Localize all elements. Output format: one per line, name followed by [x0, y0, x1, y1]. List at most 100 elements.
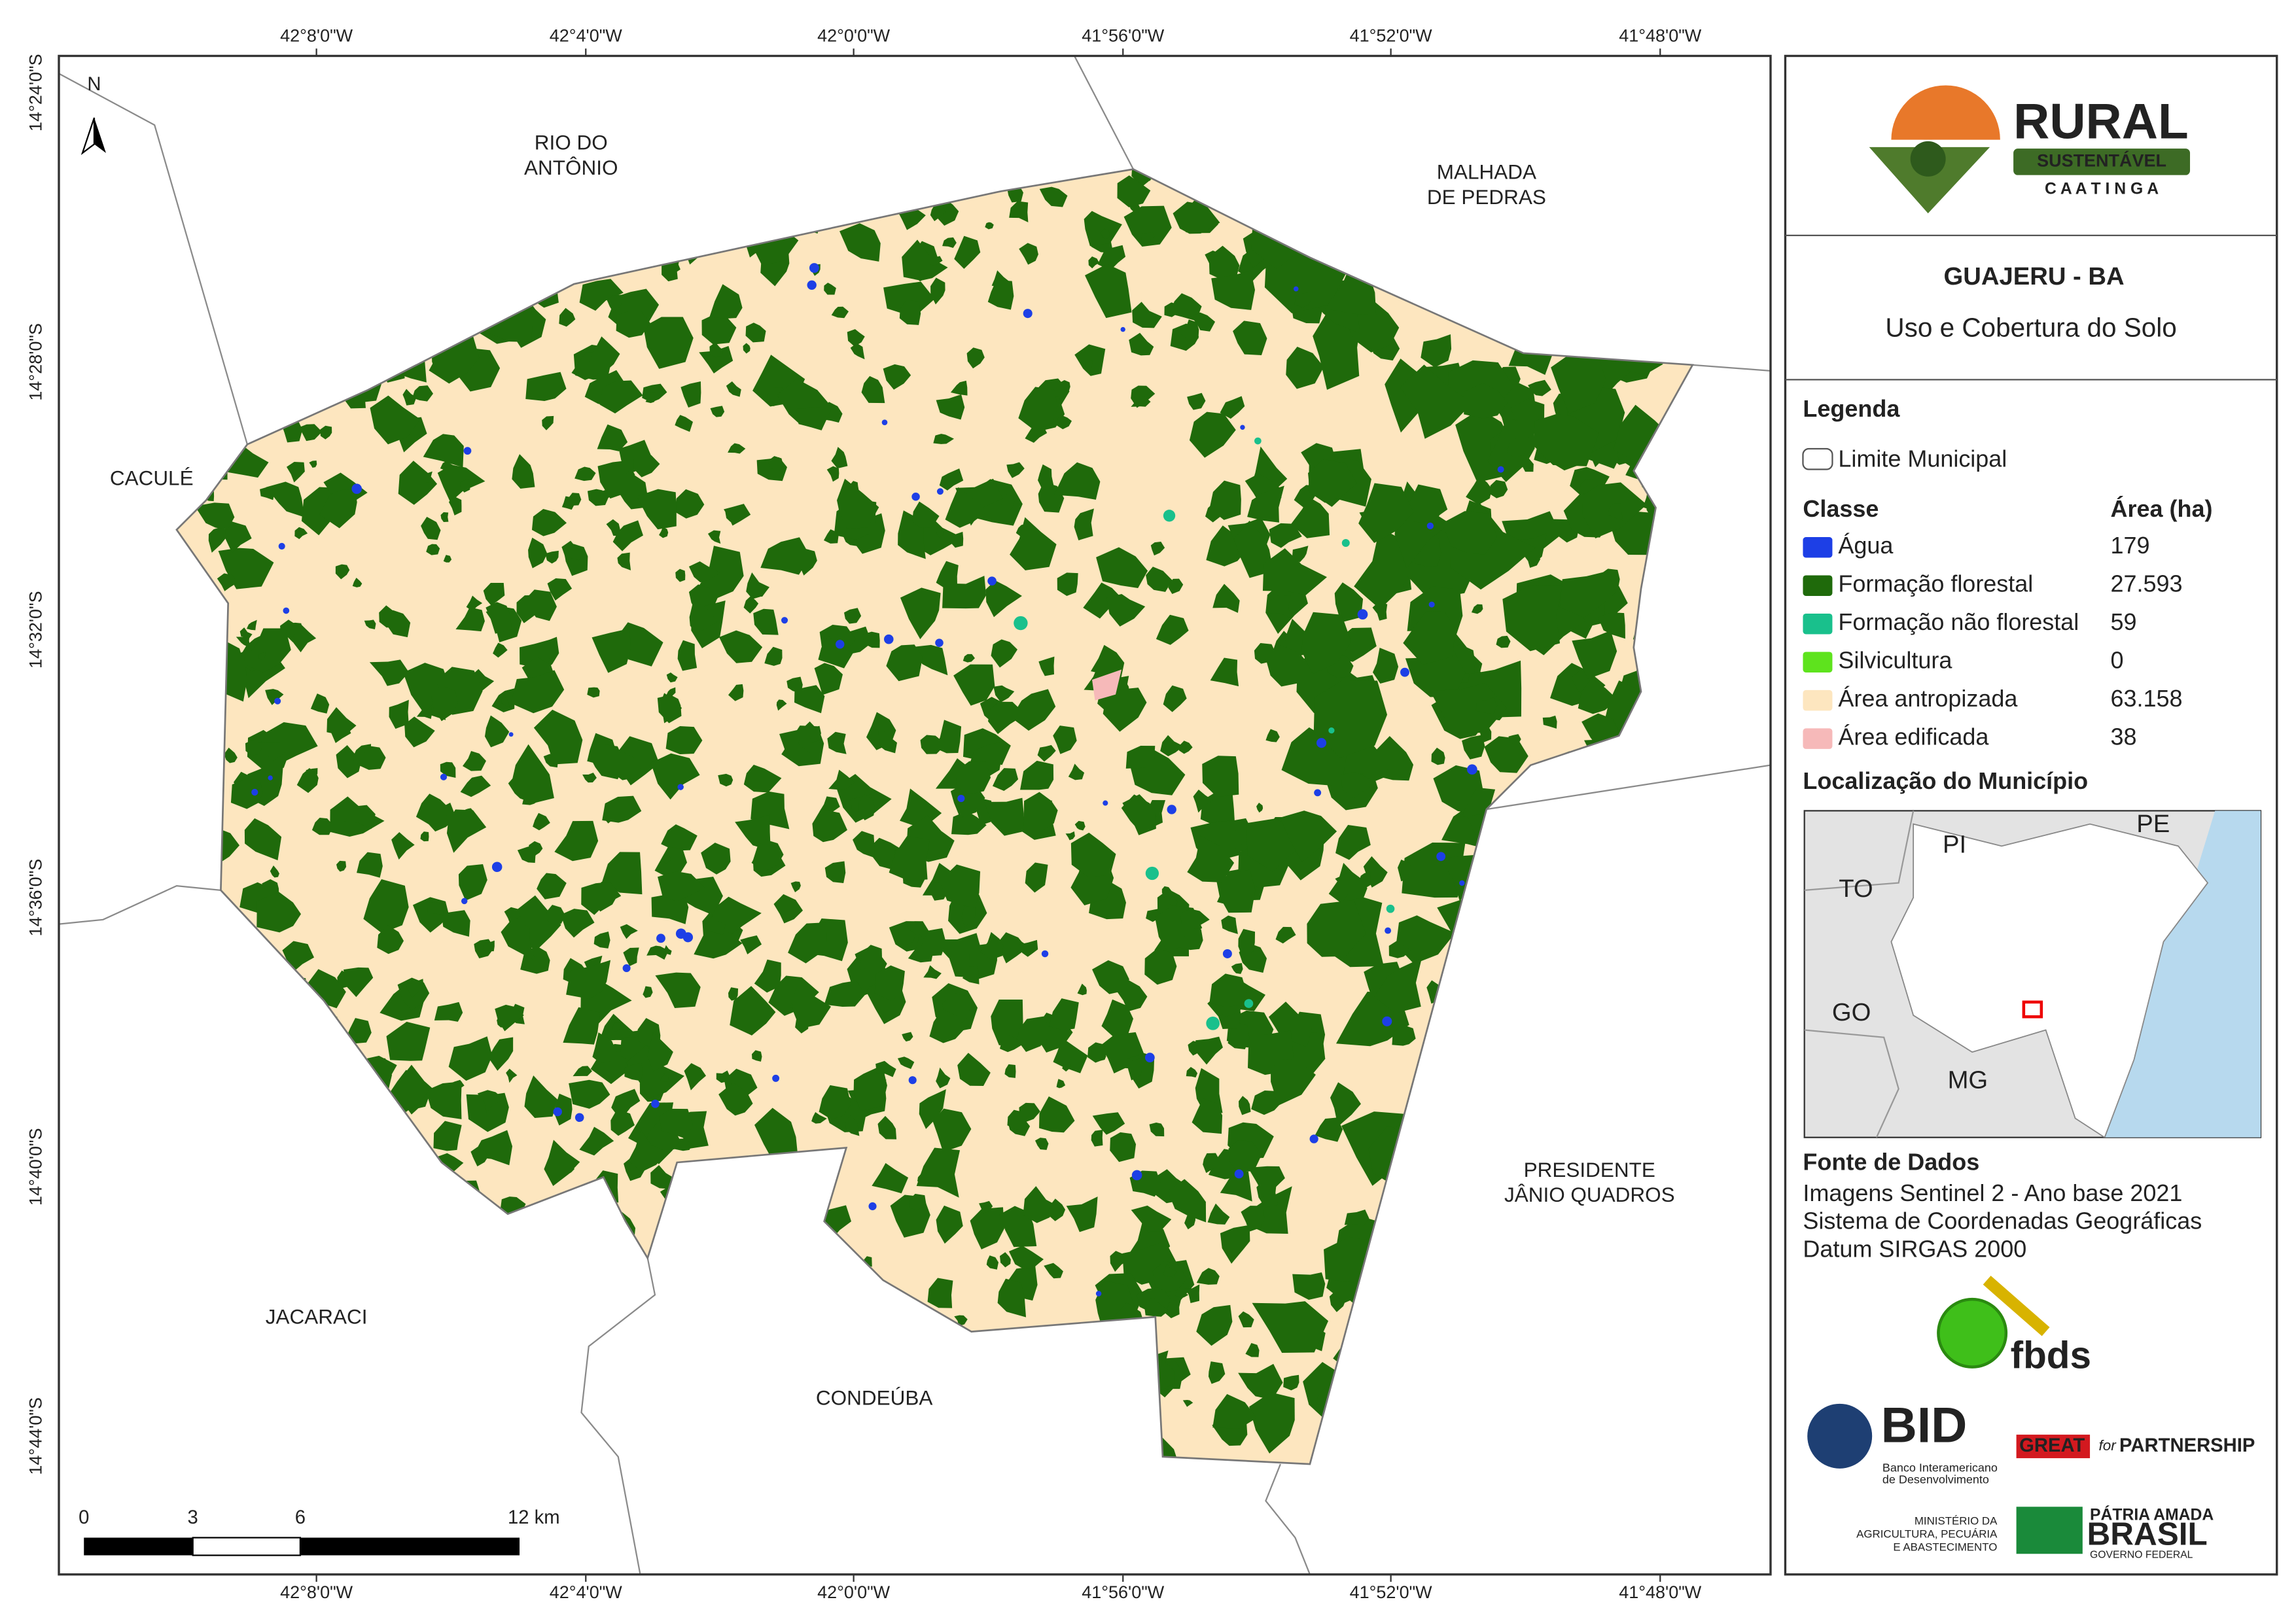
forest-patch	[659, 527, 669, 538]
forest-patch	[462, 751, 486, 771]
forest-patch	[327, 707, 357, 735]
forest-patch	[1239, 1096, 1251, 1115]
forest-patch	[1167, 1179, 1207, 1223]
forest-patch	[1149, 1123, 1165, 1137]
forest-patch	[936, 394, 965, 420]
forest-patch	[945, 487, 988, 528]
logo-tree	[1910, 141, 1946, 177]
water-body	[1436, 852, 1446, 862]
forest-patch	[930, 277, 945, 305]
forest-patch	[872, 1162, 909, 1194]
forest-patch	[1421, 334, 1452, 368]
forest-patch	[1173, 201, 1220, 234]
forest-patch	[936, 1067, 951, 1089]
forest-patch	[824, 283, 836, 295]
scale-segment	[300, 1537, 520, 1556]
forest-patch	[730, 986, 776, 1036]
forest-patch	[363, 879, 409, 934]
water-body	[781, 617, 788, 624]
forest-patch	[448, 1036, 493, 1081]
water-body	[868, 1202, 877, 1211]
forest-patch	[1039, 1096, 1075, 1133]
forest-patch	[1275, 926, 1296, 944]
forest-patch	[1268, 1002, 1313, 1047]
forest-patch	[224, 747, 238, 763]
forest-patch	[260, 487, 275, 500]
forest-patch	[1202, 756, 1239, 797]
forest-patch	[1466, 476, 1492, 505]
arrow-left	[80, 117, 96, 155]
forest-patch	[1262, 548, 1328, 595]
forest-patch	[1180, 319, 1199, 340]
forest-patch	[796, 406, 826, 427]
water-body	[1167, 805, 1176, 814]
water-body	[881, 419, 888, 425]
forest-patch	[1249, 1392, 1295, 1454]
forest-patch	[628, 1130, 668, 1172]
forest-patch	[1265, 729, 1280, 742]
legend-class: Formação não florestal	[1838, 608, 2079, 635]
forest-patch	[1053, 725, 1077, 754]
forest-patch	[1023, 792, 1058, 833]
water-body	[1293, 286, 1299, 292]
neighbor-name: MALHADA	[1437, 160, 1536, 184]
forest-patch	[293, 623, 317, 653]
forest-patch	[1301, 612, 1352, 674]
forest-patch	[488, 1037, 514, 1071]
scale-label: 3	[188, 1507, 198, 1528]
forest-patch	[320, 425, 332, 440]
forest-patch	[699, 345, 733, 374]
ministry-line: AGRICULTURA, PECUÁRIA	[1856, 1527, 1998, 1540]
state-bahia	[1890, 823, 2209, 1138]
forest-patch	[364, 620, 376, 630]
forest-patch	[1168, 578, 1184, 595]
forest-patch	[1131, 1205, 1172, 1232]
forest-patch	[415, 794, 450, 825]
forest-patch	[460, 775, 491, 797]
forest-patch	[1141, 232, 1155, 244]
forest-patch	[889, 835, 930, 881]
nonforest-patch	[1163, 510, 1176, 522]
forest-patch	[1091, 1130, 1103, 1147]
forest-patch	[1092, 1112, 1125, 1135]
forest-patch	[936, 561, 959, 590]
forest-patch	[839, 223, 881, 262]
forest-patch	[1117, 175, 1151, 207]
forest-patch	[1233, 521, 1273, 578]
water-body	[1314, 789, 1322, 797]
forest-patch	[561, 540, 584, 561]
forest-patch	[1471, 604, 1483, 614]
forest-patch	[1372, 601, 1388, 621]
forest-patch	[1008, 1246, 1044, 1269]
forest-patch	[1191, 312, 1216, 332]
forest-patch	[617, 552, 631, 570]
legend-swatch	[1803, 613, 1833, 635]
forest-patch	[1292, 546, 1309, 563]
forest-patch	[431, 686, 458, 722]
forest-patch	[1308, 459, 1357, 503]
forest-patch	[357, 746, 386, 770]
forest-patch	[1238, 1311, 1254, 1328]
forest-patch	[910, 644, 948, 676]
forest-patch	[1335, 824, 1371, 860]
water-body	[809, 263, 819, 273]
forest-patch	[247, 620, 257, 631]
forest-patch	[1203, 1153, 1221, 1174]
forest-patch	[1097, 245, 1126, 271]
forest-patch	[917, 1173, 929, 1185]
forest-patch	[939, 864, 981, 908]
forest-patch	[1392, 1024, 1416, 1046]
forest-patch	[740, 935, 762, 954]
location-inset	[1803, 810, 2262, 1138]
water-body	[1023, 309, 1033, 319]
forest-patch	[1164, 302, 1178, 317]
forest-patch	[743, 596, 759, 614]
logo-title: RURAL	[2013, 94, 2189, 149]
forest-patch	[1251, 1090, 1283, 1115]
forest-patch	[1334, 582, 1364, 623]
forest-patch	[1508, 734, 1521, 744]
water-body	[1041, 950, 1049, 958]
forest-patch	[561, 909, 595, 938]
forest-patch	[1070, 832, 1116, 878]
forest-patch	[751, 584, 766, 597]
